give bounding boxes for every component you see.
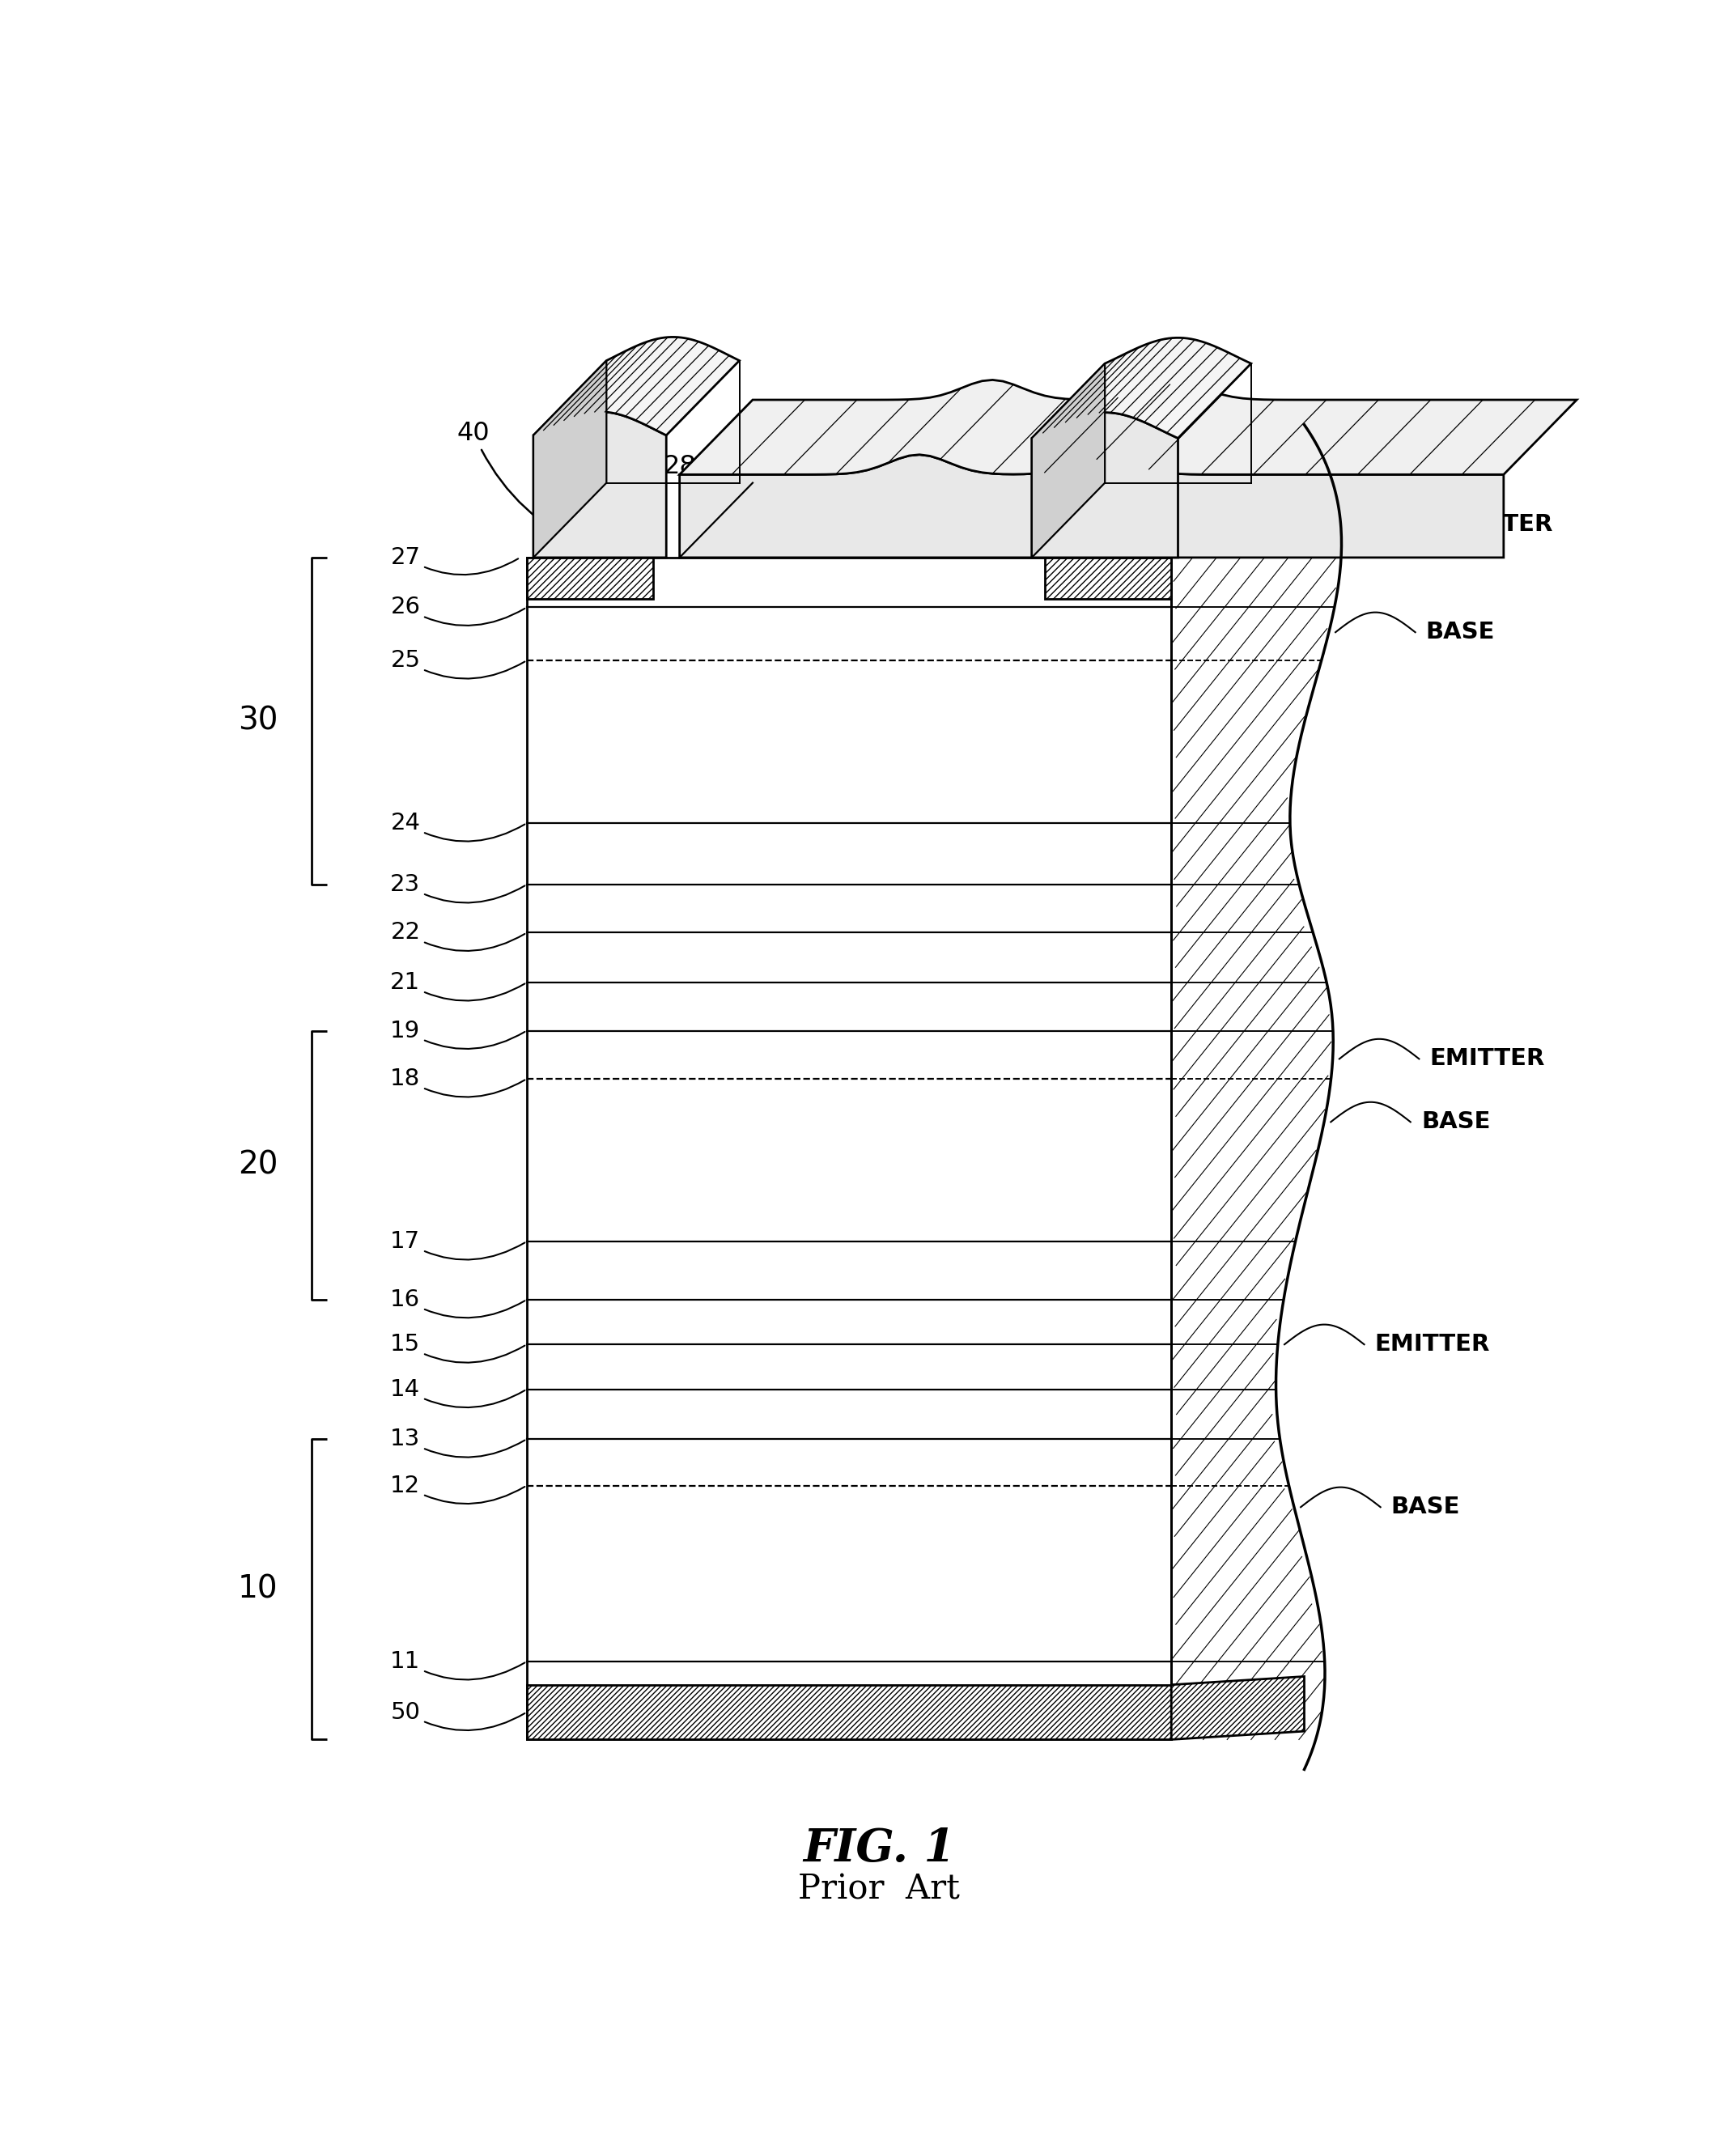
Text: p Ge: p Ge (556, 1563, 609, 1585)
Text: n++ GaAs: n++ GaAs (556, 1356, 674, 1378)
Text: 18: 18 (391, 1067, 525, 1097)
Text: 50: 50 (391, 1701, 525, 1731)
Text: 21: 21 (391, 970, 525, 1000)
Text: 17: 17 (391, 1231, 525, 1259)
Polygon shape (533, 412, 665, 558)
Bar (527, 1684, 1171, 1740)
Polygon shape (1032, 412, 1178, 558)
Bar (527, 558, 1171, 1740)
Text: p InGaAs: p InGaAs (556, 1149, 657, 1171)
Text: 24: 24 (391, 813, 525, 841)
Text: 26: 26 (391, 595, 525, 625)
Polygon shape (533, 336, 739, 436)
Text: 30: 30 (238, 705, 278, 737)
Text: n+ InGaP$_2$: n+ InGaP$_2$ (556, 1044, 672, 1067)
Text: 19: 19 (391, 1020, 525, 1048)
Text: 10: 10 (238, 1574, 278, 1604)
Text: n+ InAlP$_2$: n+ InAlP$_2$ (556, 569, 662, 595)
Text: p+ AlGaAs: p+ AlGaAs (556, 1259, 676, 1283)
Text: 15: 15 (391, 1332, 525, 1363)
Polygon shape (533, 360, 607, 558)
Text: 22: 22 (391, 921, 525, 951)
Bar (527, 558, 653, 599)
Text: n+ InAlP$_2$: n+ InAlP$_2$ (556, 994, 662, 1020)
Text: EMITTER: EMITTER (1437, 513, 1554, 535)
Text: 14: 14 (391, 1378, 525, 1408)
Text: n++ InAlP$_2$: n++ InAlP$_2$ (556, 944, 681, 970)
Text: BASE: BASE (1422, 1110, 1490, 1134)
Polygon shape (1171, 425, 1341, 1770)
Polygon shape (1171, 1677, 1305, 1740)
Polygon shape (679, 379, 1576, 474)
Text: 23: 23 (391, 873, 525, 903)
Text: p++ InGaP$_2$: p++ InGaP$_2$ (556, 897, 691, 921)
Text: 27: 27 (391, 545, 518, 576)
Polygon shape (1032, 338, 1252, 438)
Text: Prior  Art: Prior Art (797, 1871, 960, 1906)
Text: n+ Ge: n+ Ge (556, 1451, 628, 1475)
Text: 27: 27 (993, 479, 1075, 576)
Text: EMITTER: EMITTER (1430, 1048, 1545, 1069)
Text: 28: 28 (664, 453, 744, 569)
Text: p+ InGaAlP: p+ InGaAlP (556, 843, 684, 865)
Text: BASE: BASE (1425, 621, 1495, 645)
Bar (1044, 558, 1171, 599)
Text: 20: 20 (238, 1149, 278, 1181)
Text: 11: 11 (391, 1649, 525, 1680)
Polygon shape (679, 455, 1504, 558)
Text: 40: 40 (458, 420, 588, 548)
Text: FIG. 1: FIG. 1 (803, 1826, 955, 1871)
Text: p++ AlGaAs: p++ AlGaAs (556, 1311, 695, 1332)
Text: 16: 16 (391, 1289, 525, 1317)
Text: 40: 40 (1110, 420, 1178, 548)
Text: EMITTER: EMITTER (1375, 1332, 1490, 1356)
Text: n NUCLEATION LAYER: n NUCLEATION LAYER (556, 1404, 799, 1425)
Polygon shape (1032, 364, 1104, 558)
Text: p InGaP$_2$: p InGaP$_2$ (556, 729, 653, 755)
Text: 12: 12 (391, 1475, 525, 1503)
Text: n+ InGaP$_2$: n+ InGaP$_2$ (556, 621, 672, 647)
Text: 25: 25 (391, 649, 525, 679)
Text: 13: 13 (391, 1427, 525, 1457)
Text: BASE: BASE (1391, 1496, 1459, 1518)
